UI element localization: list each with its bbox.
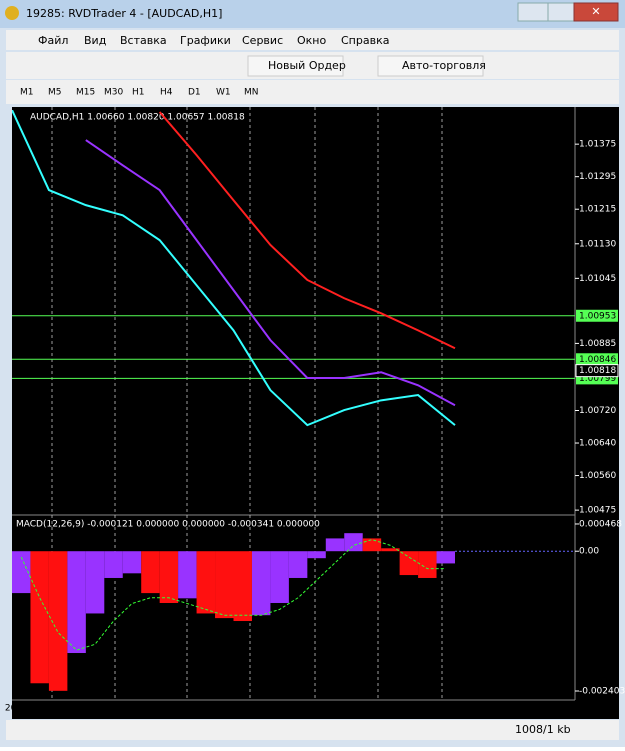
- status-bar: [6, 720, 619, 740]
- level-label: 1.00799: [579, 374, 616, 384]
- y-tick-label: 0.000468: [579, 519, 622, 529]
- menu-bar: [6, 30, 619, 50]
- menu-item[interactable]: Сервис: [242, 34, 283, 47]
- x-tick-label: 23 Jun 22:00: [138, 704, 195, 714]
- y-tick-label: 1.01045: [579, 274, 616, 284]
- y-tick-label: 1.01295: [579, 172, 616, 182]
- timeframe-button[interactable]: M30: [104, 88, 123, 98]
- macd-bar: [196, 551, 216, 614]
- window-title: 19285: RVDTrader 4 - [AUDCAD,H1]: [26, 7, 222, 20]
- moving-average: [12, 110, 456, 427]
- menu-item[interactable]: Файл: [38, 34, 68, 47]
- new-order-label: Новый Ордер: [268, 59, 346, 72]
- timeframe-button[interactable]: M1: [20, 88, 34, 98]
- macd-bar: [122, 551, 142, 574]
- close-button[interactable]: [573, 2, 619, 22]
- menu-item[interactable]: Вид: [84, 34, 107, 47]
- y-tick-label: 0.00: [579, 547, 599, 557]
- chart-header: AUDCAD,H1 1.00660 1.00820 1.00657 1.0081…: [30, 113, 245, 123]
- x-tick-label: 23 Jun 06:00: [66, 704, 123, 714]
- macd-bar: [159, 551, 179, 603]
- y-tick-label: 1.01215: [579, 205, 616, 215]
- macd-bar: [85, 551, 105, 614]
- y-tick-label: 1.00560: [579, 471, 616, 481]
- macd-bar: [215, 551, 234, 619]
- level-label: 1.00846: [579, 355, 616, 365]
- level-label-box: [576, 353, 618, 366]
- macd-bar: [325, 538, 345, 552]
- app-icon: [5, 6, 19, 20]
- x-tick-label: 20 Jun 2014: [5, 704, 59, 714]
- x-tick-label: 25 Jun 22:00: [329, 704, 386, 714]
- macd-bar: [104, 551, 123, 578]
- y-tick-label: 1.00475: [579, 506, 616, 516]
- macd-bar: [251, 551, 271, 616]
- macd-signal: [20, 539, 446, 651]
- auto-trading-label: Авто-торговля: [402, 59, 486, 72]
- y-tick-label: 1.01130: [579, 239, 616, 249]
- x-tick-label: 25 Jun 06:00: [266, 704, 323, 714]
- level-label-box: [576, 309, 618, 322]
- macd-bar: [67, 551, 86, 654]
- new-order-button[interactable]: [247, 55, 344, 77]
- timeframe-button[interactable]: MN: [244, 88, 259, 98]
- timeframe-button[interactable]: M15: [76, 88, 95, 98]
- macd-bar: [288, 551, 308, 578]
- y-tick-label: 1.00720: [579, 406, 616, 416]
- current-price-box: [575, 364, 619, 378]
- macd-bar: [270, 551, 289, 603]
- moving-average: [85, 139, 456, 407]
- menu-item[interactable]: Окно: [297, 34, 326, 47]
- maximize-button[interactable]: [547, 2, 575, 22]
- macd-bar: [48, 551, 68, 691]
- macd-bar: [418, 551, 437, 578]
- menu-item[interactable]: Графики: [180, 34, 231, 47]
- current-price-label: 1.00818: [579, 366, 616, 376]
- moving-average: [158, 111, 456, 350]
- y-tick-label: 1.01375: [579, 140, 616, 150]
- macd-bar: [381, 548, 400, 552]
- timeframe-toolbar: [6, 80, 619, 104]
- x-tick-label: 24 Jun 14:00: [201, 704, 258, 714]
- macd-bar: [30, 551, 49, 684]
- macd-bar: [362, 538, 382, 552]
- y-tick-label: 1.00885: [579, 339, 616, 349]
- timeframe-button[interactable]: D1: [188, 88, 201, 98]
- timeframe-button[interactable]: W1: [216, 88, 231, 98]
- status-traffic: 1008/1 kb: [515, 723, 571, 736]
- y-tick-label: 1.00640: [579, 439, 616, 449]
- minimize-button[interactable]: [517, 2, 549, 22]
- close-icon: ✕: [591, 5, 600, 18]
- macd-bar: [344, 533, 363, 552]
- macd-bar: [178, 551, 197, 599]
- x-tick-label: 26 Jun 14:00: [393, 704, 450, 714]
- timeframe-button[interactable]: M5: [48, 88, 62, 98]
- macd-bar: [233, 551, 252, 622]
- macd-header: MACD(12,26,9) -0.000121 0.000000 0.00000…: [16, 520, 320, 530]
- macd-bar: [141, 551, 160, 594]
- macd-bar: [436, 551, 455, 564]
- auto-trading-button[interactable]: [377, 55, 484, 77]
- macd-bar: [307, 551, 326, 559]
- macd-bar: [399, 551, 419, 576]
- chart-area: [12, 107, 619, 719]
- level-label: 1.00953: [579, 311, 616, 321]
- menu-item[interactable]: Вставка: [120, 34, 167, 47]
- menu-item[interactable]: Справка: [341, 34, 389, 47]
- timeframe-button[interactable]: H1: [132, 88, 145, 98]
- macd-bar: [12, 551, 31, 594]
- y-tick-label: -0.002403: [579, 687, 625, 697]
- timeframe-button[interactable]: H4: [160, 88, 173, 98]
